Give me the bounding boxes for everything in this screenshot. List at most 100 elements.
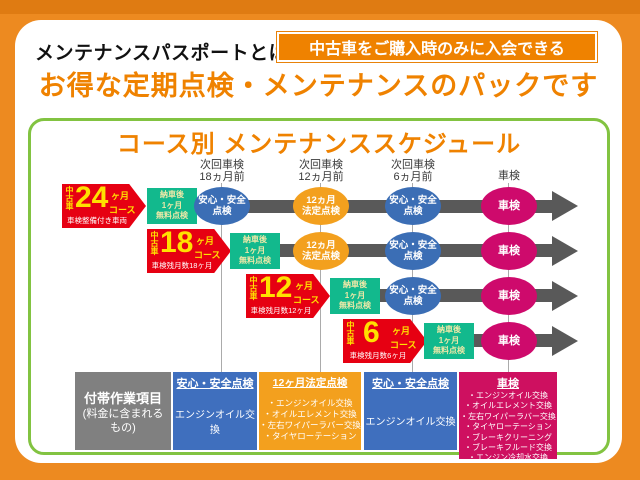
free-check-line: 納車後 bbox=[343, 280, 367, 290]
course-note: 車検整備付き車両 bbox=[67, 216, 127, 225]
course-note: 車検残月数6ヶ月 bbox=[349, 351, 407, 360]
column-header-6m: 次回車検 6ヵ月前 bbox=[373, 159, 453, 183]
table-cell-shaken: 車検 ・エンジンオイル交換 ・オイルエレメント交換 ・左右ワイパーラバー交換 ・… bbox=[459, 372, 557, 462]
event-label: 車検 bbox=[498, 334, 520, 347]
free-check-box: 納車後 1ヶ月 無料点検 bbox=[230, 233, 280, 269]
table-item: ・左右ワイパーラバー交換 bbox=[259, 420, 361, 430]
course-months: 18 bbox=[160, 226, 194, 259]
free-check-box: 納車後 1ヶ月 無料点検 bbox=[424, 323, 474, 359]
free-check-line: 納車後 bbox=[243, 235, 267, 245]
column-header-shaken: 車検 bbox=[469, 170, 549, 183]
course-unit: ヶ月 bbox=[295, 281, 314, 291]
course-label-24m: 中古車 24 ヶ月 コース 車検整備付き車両 bbox=[62, 184, 146, 228]
column-header-line: 次回車検 bbox=[391, 159, 435, 171]
table-cell-header: 安心・安全点検 bbox=[176, 378, 254, 390]
free-check-box: 納車後 1ヶ月 無料点検 bbox=[147, 188, 197, 224]
course-prefix: 中古車 bbox=[65, 186, 74, 210]
table-item: ・タイヤローテーション bbox=[464, 422, 552, 432]
table-item: ・エンジン冷却水交換 bbox=[467, 453, 548, 463]
event-label: 点検 bbox=[403, 251, 423, 262]
course-prefix: 中古車 bbox=[150, 231, 159, 255]
event-label: 安心・安全 bbox=[198, 195, 246, 206]
column-header-line: 次回車検 bbox=[200, 159, 244, 171]
headline: お得な定期点検・メンテナンスのパックです bbox=[38, 71, 599, 101]
course-months: 24 bbox=[75, 181, 109, 214]
free-check-line: 無料点検 bbox=[339, 301, 371, 311]
free-check-line: 無料点検 bbox=[433, 346, 465, 356]
free-check-line: 1ヶ月 bbox=[244, 245, 266, 255]
timeline-arrowhead bbox=[552, 191, 578, 221]
timeline-arrow bbox=[150, 200, 552, 213]
event-label: 安心・安全 bbox=[389, 240, 437, 251]
free-check-line: 納車後 bbox=[437, 325, 461, 335]
event-safety-check: 安心・安全 点検 bbox=[194, 187, 250, 225]
column-guide-line bbox=[320, 183, 321, 372]
free-check-line: 納車後 bbox=[160, 190, 184, 200]
table-item: ・オイルエレメント交換 bbox=[463, 401, 552, 411]
course-suffix: コース bbox=[109, 205, 136, 215]
event-label: 車検 bbox=[498, 199, 520, 212]
event-label: 点検 bbox=[212, 206, 232, 217]
event-label: 安心・安全 bbox=[389, 195, 437, 206]
free-check-box: 納車後 1ヶ月 無料点検 bbox=[330, 278, 380, 314]
table-cell-header: 安心・安全点検 bbox=[372, 378, 449, 390]
table-row-header-line: もの) bbox=[110, 421, 136, 434]
table-item: エンジンオイル交換 bbox=[365, 417, 456, 428]
course-unit: ヶ月 bbox=[196, 236, 215, 246]
table-item: ・左右ワイパーラバー交換 bbox=[460, 411, 556, 421]
table-item: ・ブレーキクリーニング bbox=[463, 432, 552, 442]
column-header-line: 6ヵ月前 bbox=[393, 170, 433, 183]
event-shaken: 車検 bbox=[481, 232, 537, 270]
course-label-6m: 中古車 6 ヶ月 コース 車検残月数6ヶ月 bbox=[343, 319, 427, 363]
event-safety-check: 安心・安全 点検 bbox=[385, 232, 441, 270]
free-check-line: 無料点検 bbox=[156, 211, 188, 221]
table-row-header-line: 付帯作業項目 bbox=[83, 390, 162, 406]
timeline-arrowhead bbox=[552, 236, 578, 266]
table-item: ・タイヤローテーション bbox=[263, 431, 357, 441]
column-header-line: 12ヵ月前 bbox=[298, 170, 344, 183]
event-shaken: 車検 bbox=[481, 187, 537, 225]
schedule-title: コース別 メンテナンススケジュール bbox=[116, 131, 522, 158]
event-label: 法定点検 bbox=[301, 251, 340, 262]
timeline-arrowhead bbox=[552, 326, 578, 356]
course-label-12m: 中古車 12 ヶ月 コース 車検残月数12ヶ月 bbox=[246, 274, 330, 318]
course-suffix: コース bbox=[293, 295, 320, 305]
event-shaken: 車検 bbox=[481, 277, 537, 315]
course-prefix: 中古車 bbox=[346, 321, 355, 345]
page-title: メンテナンスパスポートとは bbox=[35, 43, 289, 64]
table-row-header-line: (料金に含まれる bbox=[82, 407, 164, 420]
course-months: 12 bbox=[259, 271, 293, 304]
event-label: 安心・安全 bbox=[389, 285, 437, 296]
table-item: ・ブレーキフルード交換 bbox=[463, 443, 552, 453]
course-months: 6 bbox=[363, 316, 380, 349]
free-check-line: 1ヶ月 bbox=[438, 335, 460, 345]
event-12m-legal-check: 12ヵ月 法定点検 bbox=[293, 187, 349, 225]
table-item: ・オイルエレメント交換 bbox=[263, 409, 357, 419]
table-item: ・エンジンオイル交換 bbox=[467, 391, 548, 400]
event-label: 点検 bbox=[403, 206, 423, 217]
top-orange-strip bbox=[0, 0, 640, 14]
course-note: 車検残月数12ヶ月 bbox=[250, 306, 312, 315]
timeline-arrowhead bbox=[552, 281, 578, 311]
course-unit: ヶ月 bbox=[392, 326, 411, 336]
course-unit: ヶ月 bbox=[111, 191, 130, 201]
free-check-line: 1ヶ月 bbox=[344, 290, 366, 300]
event-label: 12ヵ月 bbox=[306, 240, 336, 251]
event-label: 法定点検 bbox=[301, 206, 340, 217]
table-cell-12m-legal-check: 12ヶ月法定点検 ・エンジンオイル交換 ・オイルエレメント交換 ・左右ワイパーラ… bbox=[259, 372, 361, 450]
table-item: エンジンオイル交換 bbox=[175, 409, 255, 436]
course-prefix: 中古車 bbox=[249, 276, 258, 300]
free-check-line: 無料点検 bbox=[239, 256, 271, 266]
free-check-line: 1ヶ月 bbox=[161, 200, 183, 210]
event-12m-legal-check: 12ヵ月 法定点検 bbox=[293, 232, 349, 270]
table-row-header: 付帯作業項目 (料金に含まれる もの) bbox=[75, 372, 171, 450]
column-guide-line bbox=[221, 183, 222, 372]
table-item: ・エンジンオイル交換 bbox=[267, 398, 353, 408]
column-header-18m: 次回車検 18ヵ月前 bbox=[182, 159, 262, 183]
course-suffix: コース bbox=[390, 340, 417, 350]
event-shaken: 車検 bbox=[481, 322, 537, 360]
event-label: 車検 bbox=[498, 244, 520, 257]
membership-badge: 中古車をご購入時のみに入会できる bbox=[277, 32, 597, 62]
course-note: 車検残月数18ヶ月 bbox=[151, 261, 213, 270]
